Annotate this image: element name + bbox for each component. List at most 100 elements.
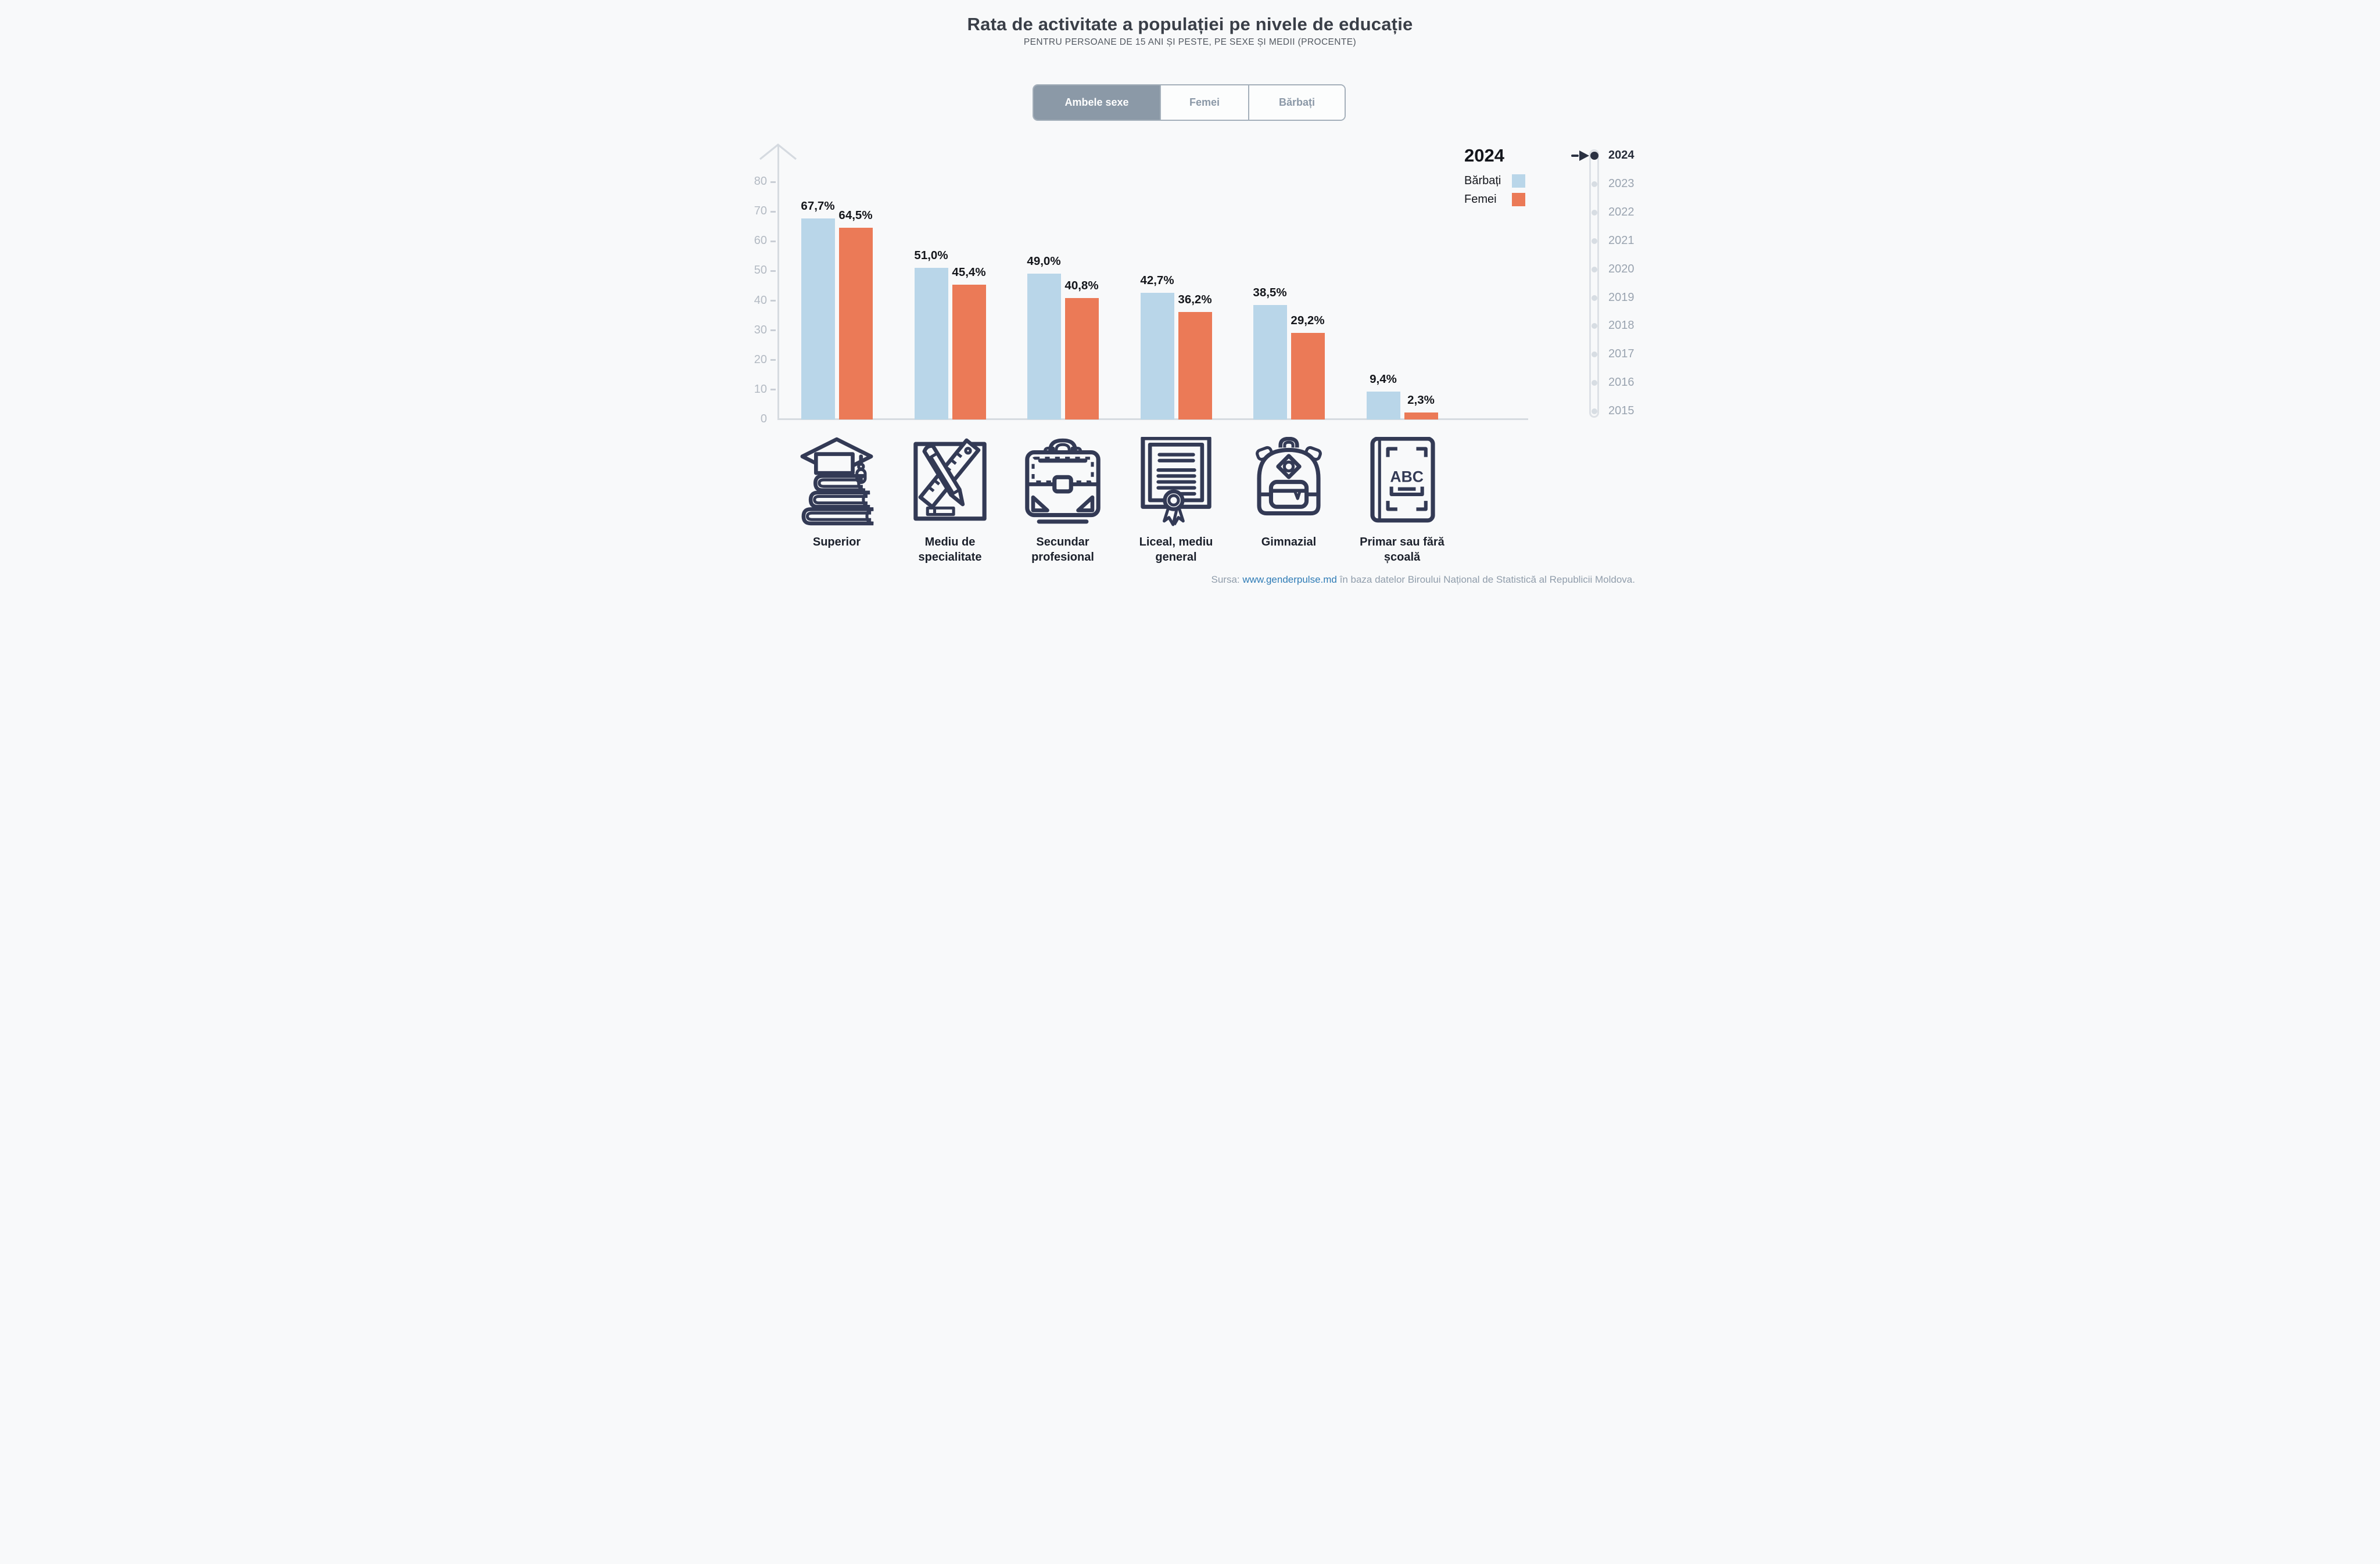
bar-value-barbati-3: 42,7% bbox=[1140, 273, 1174, 287]
source-line: Sursa: www.genderpulse.md în baza datelo… bbox=[1211, 574, 1635, 586]
bar-barbati-5[interactable] bbox=[1366, 391, 1400, 419]
bar-value-femei-4: 29,2% bbox=[1291, 313, 1325, 327]
bar-femei-1[interactable] bbox=[952, 284, 986, 419]
svg-text:ABC: ABC bbox=[1390, 468, 1423, 486]
backpack-icon bbox=[1256, 437, 1322, 516]
timeline-year-2023[interactable]: 2023 bbox=[1608, 177, 1635, 190]
legend-item-femei[interactable]: Femei bbox=[1464, 193, 1525, 206]
y-tick-label: 40 bbox=[754, 293, 767, 307]
legend-swatch-femei bbox=[1512, 193, 1525, 206]
source-prefix: Sursa: bbox=[1211, 574, 1243, 585]
legend: 2024 Bărbați Femei bbox=[1464, 145, 1528, 211]
timeline-year-2024[interactable]: 2024 bbox=[1608, 149, 1635, 162]
abc-book-icon: ABC bbox=[1370, 437, 1435, 523]
category-label-mediu-specialitate: Mediu de specialitate bbox=[918, 536, 982, 564]
y-tick bbox=[770, 359, 776, 361]
y-tick-label: 50 bbox=[754, 264, 767, 277]
tab-ambele-sexe[interactable]: Ambele sexe bbox=[1034, 85, 1160, 120]
timeline-year-2019[interactable]: 2019 bbox=[1608, 290, 1635, 304]
page-title: Rata de activitate a populației pe nivel… bbox=[967, 14, 1413, 34]
y-tick-label: 20 bbox=[754, 353, 767, 366]
y-tick bbox=[770, 329, 776, 332]
bar-value-femei-0: 64,5% bbox=[838, 209, 873, 223]
timeline-dot-2023[interactable] bbox=[1592, 181, 1597, 187]
timeline-dot-2018[interactable] bbox=[1592, 323, 1597, 329]
timeline-year-2017[interactable]: 2017 bbox=[1608, 347, 1635, 361]
icon-box-gimnazial bbox=[1245, 437, 1332, 527]
category-label-liceal: Liceal, mediu general bbox=[1139, 536, 1213, 564]
source-suffix: în baza datelor Biroului Național de Sta… bbox=[1336, 574, 1635, 585]
category-label-primar: Primar sau fără școală bbox=[1360, 536, 1445, 564]
bar-femei-3[interactable] bbox=[1178, 311, 1212, 419]
ruler-pencil-icon bbox=[913, 438, 987, 521]
y-tick bbox=[770, 181, 776, 183]
y-tick-label: 80 bbox=[754, 175, 767, 188]
timeline-dot-2024[interactable] bbox=[1590, 152, 1598, 160]
y-axis-arrow-icon bbox=[759, 143, 797, 160]
category-label-superior: Superior bbox=[812, 536, 861, 548]
icon-box-primar: ABC bbox=[1359, 437, 1446, 527]
bar-femei-5[interactable] bbox=[1404, 412, 1438, 419]
bar-value-barbati-0: 67,7% bbox=[801, 199, 835, 213]
bar-barbati-4[interactable] bbox=[1253, 305, 1287, 419]
year-timeline-track[interactable] bbox=[1589, 149, 1599, 418]
books-graduation-cap-icon bbox=[800, 437, 874, 526]
tab-barbati[interactable]: Bărbați bbox=[1248, 85, 1345, 120]
y-tick bbox=[770, 270, 776, 272]
legend-label-barbati: Bărbați bbox=[1464, 174, 1501, 187]
y-axis bbox=[777, 146, 779, 419]
bar-femei-2[interactable] bbox=[1064, 298, 1099, 419]
page-subtitle: PENTRU PERSOANE DE 15 ANI ȘI PESTE, PE S… bbox=[1023, 37, 1357, 47]
y-tick bbox=[770, 210, 776, 213]
gender-statistics-dashboard: Rata de activitate a populației pe nivel… bbox=[740, 0, 1640, 599]
timeline-year-2022[interactable]: 2022 bbox=[1608, 205, 1635, 218]
bar-value-barbati-1: 51,0% bbox=[914, 249, 948, 263]
bar-barbati-1[interactable] bbox=[914, 268, 948, 419]
category-label-secundar-profesional: Secundar profesional bbox=[1031, 536, 1094, 564]
bar-value-barbati-5: 9,4% bbox=[1370, 372, 1397, 386]
bar-value-femei-2: 40,8% bbox=[1064, 279, 1099, 293]
timeline-dot-2020[interactable] bbox=[1592, 266, 1597, 272]
y-tick bbox=[770, 300, 776, 302]
y-tick-label: 30 bbox=[754, 323, 767, 336]
category-label-gimnazial: Gimnazial bbox=[1261, 536, 1317, 548]
timeline-year-2021[interactable]: 2021 bbox=[1608, 234, 1635, 247]
tab-femei[interactable]: Femei bbox=[1160, 85, 1248, 120]
icon-box-secundar-profesional bbox=[1019, 437, 1106, 527]
timeline-dot-2019[interactable] bbox=[1592, 295, 1597, 301]
timeline-dot-2015[interactable] bbox=[1592, 408, 1597, 415]
timeline-dot-2017[interactable] bbox=[1592, 351, 1597, 358]
y-tick-label: 70 bbox=[754, 205, 767, 218]
bar-value-barbati-4: 38,5% bbox=[1253, 286, 1287, 300]
y-tick-label: 0 bbox=[760, 412, 767, 425]
y-tick-label: 60 bbox=[754, 234, 767, 247]
diploma-icon bbox=[1141, 437, 1211, 526]
timeline-dot-2016[interactable] bbox=[1592, 380, 1597, 386]
bar-value-femei-1: 45,4% bbox=[952, 265, 986, 279]
bar-barbati-3[interactable] bbox=[1140, 292, 1174, 419]
briefcase-icon bbox=[1025, 438, 1101, 524]
timeline-arrow-icon bbox=[1579, 150, 1589, 161]
bar-value-femei-3: 36,2% bbox=[1178, 292, 1212, 306]
sex-filter-tabs: Ambele sexe Femei Bărbați bbox=[1033, 84, 1346, 121]
timeline-dot-2021[interactable] bbox=[1592, 238, 1597, 244]
source-link[interactable]: www.genderpulse.md bbox=[1242, 574, 1337, 585]
bar-femei-4[interactable] bbox=[1291, 332, 1325, 419]
timeline-dot-2022[interactable] bbox=[1592, 209, 1597, 216]
bar-value-barbati-2: 49,0% bbox=[1027, 254, 1061, 268]
timeline-year-2016[interactable]: 2016 bbox=[1608, 376, 1635, 389]
bar-barbati-0[interactable] bbox=[801, 218, 835, 419]
legend-swatch-barbati bbox=[1512, 174, 1525, 188]
y-tick-label: 10 bbox=[754, 382, 767, 396]
timeline-year-2018[interactable]: 2018 bbox=[1608, 319, 1635, 332]
bar-value-femei-5: 2,3% bbox=[1407, 393, 1435, 407]
timeline-year-2020[interactable]: 2020 bbox=[1608, 262, 1635, 275]
legend-item-barbati[interactable]: Bărbați bbox=[1464, 174, 1525, 188]
y-tick bbox=[770, 240, 776, 242]
icon-box-superior bbox=[793, 437, 880, 527]
timeline-year-2015[interactable]: 2015 bbox=[1608, 404, 1635, 418]
icon-box-mediu-specialitate bbox=[906, 437, 994, 527]
legend-year: 2024 bbox=[1464, 145, 1504, 166]
bar-barbati-2[interactable] bbox=[1027, 274, 1061, 419]
bar-femei-0[interactable] bbox=[838, 228, 873, 419]
